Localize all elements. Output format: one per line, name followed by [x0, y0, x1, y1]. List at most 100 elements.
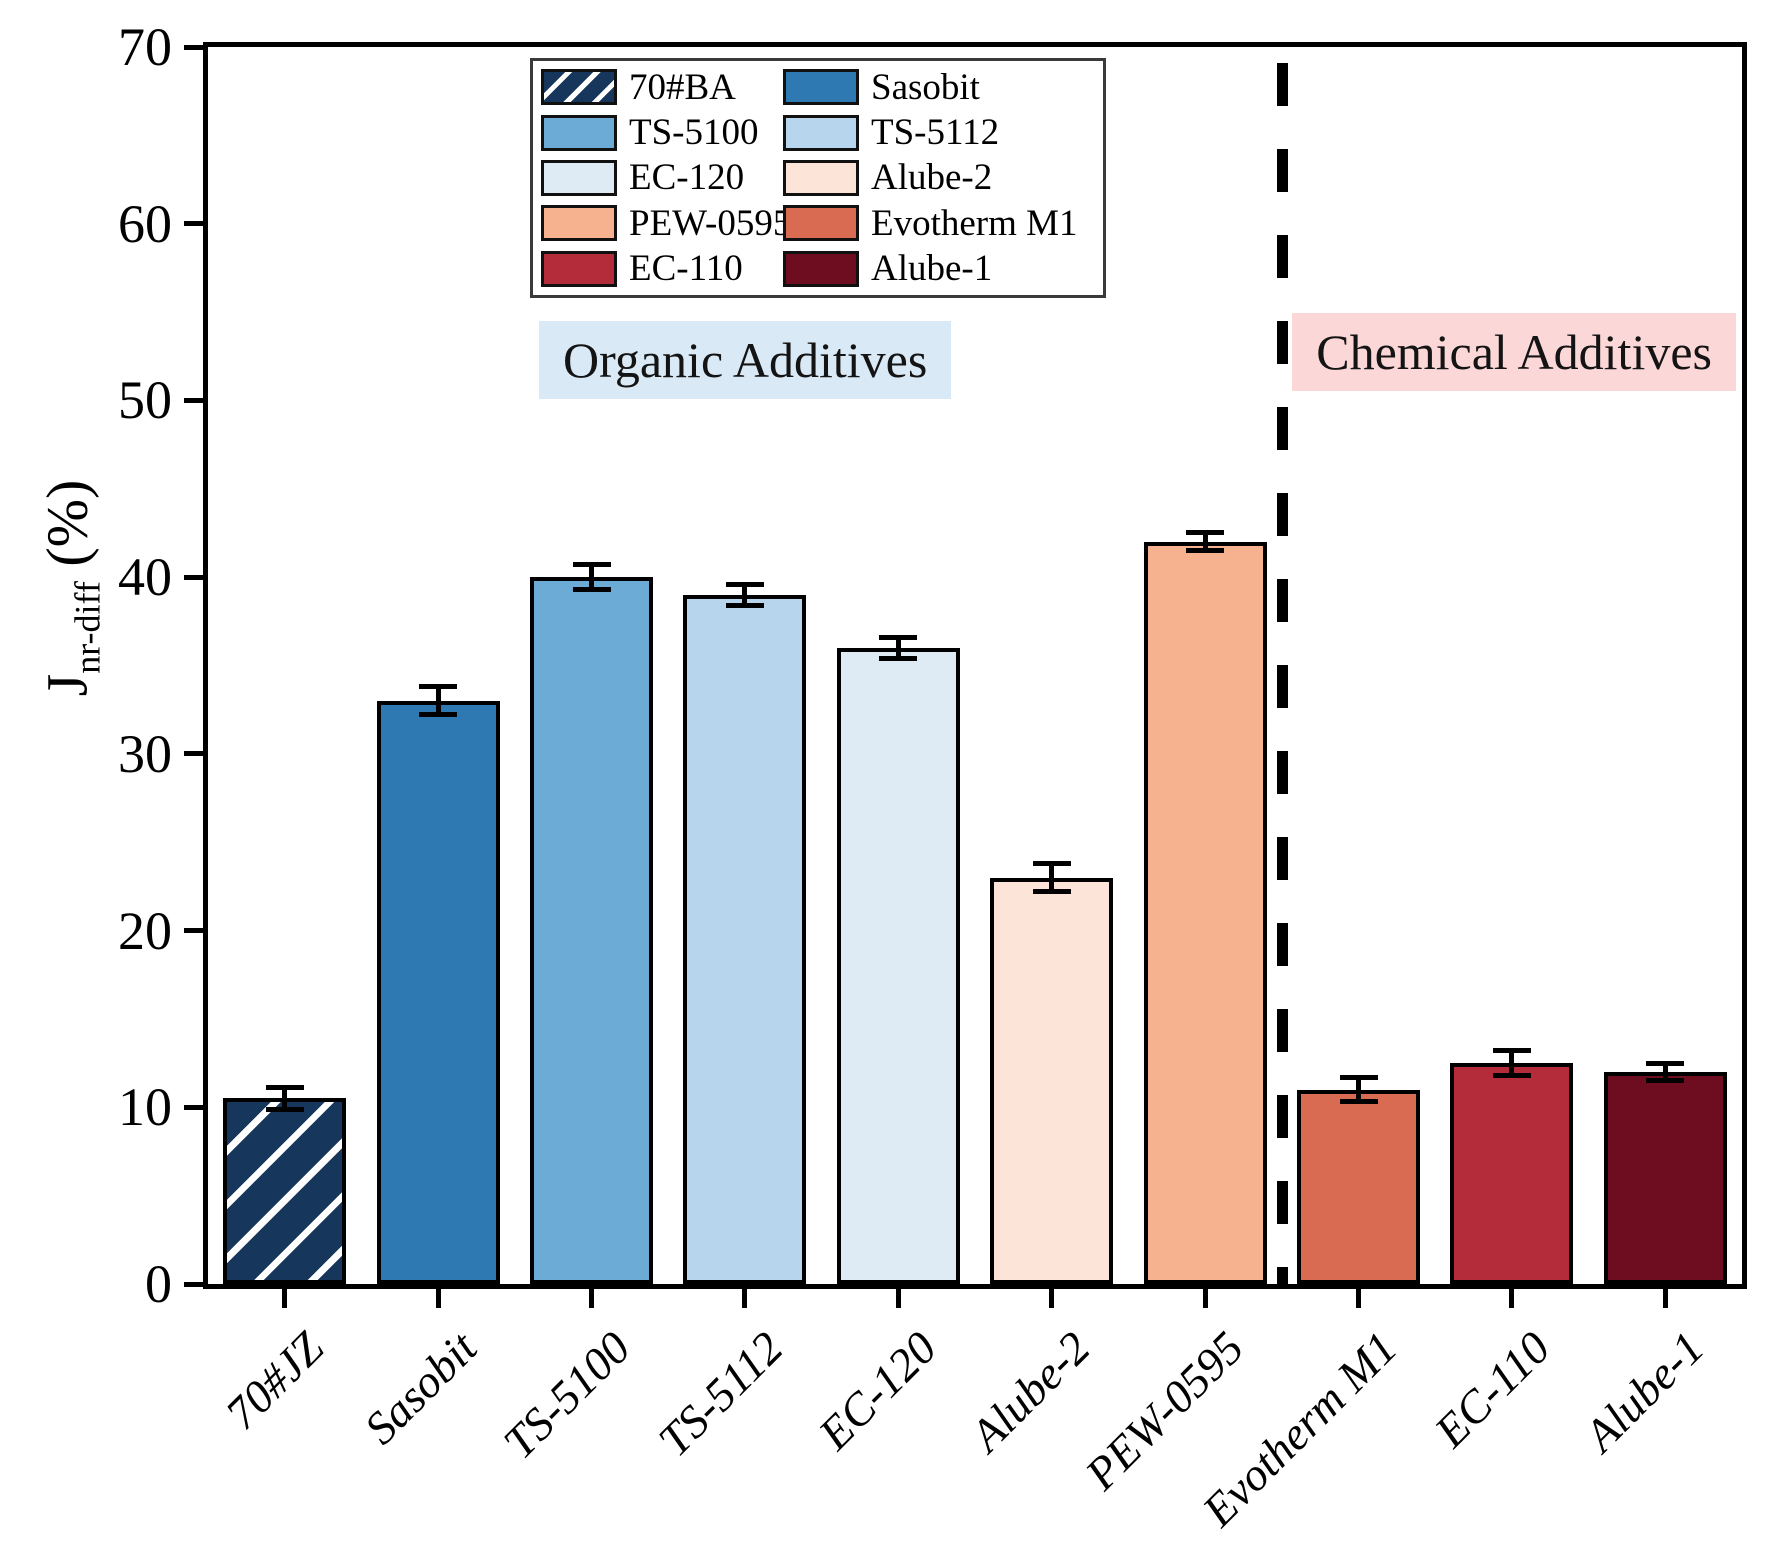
legend-entry: TS-5112 — [783, 112, 1103, 154]
y-tick — [184, 44, 208, 50]
error-bar-cap — [1646, 1060, 1685, 1066]
error-bar-line — [1202, 532, 1208, 551]
legend-swatch — [541, 250, 617, 287]
error-bar-line — [742, 584, 748, 606]
legend-swatch — [783, 69, 859, 106]
error-bar-cap — [879, 634, 918, 640]
error-bar-cap — [725, 581, 764, 587]
legend-entry: EC-110 — [541, 248, 783, 290]
error-bar-line — [282, 1087, 288, 1110]
error-bar-cap — [419, 684, 458, 690]
category-separator-dashed-line — [1277, 63, 1288, 1284]
error-bar-cap — [1032, 860, 1071, 866]
legend-label: Alube-2 — [871, 157, 993, 199]
bar-ec-120 — [836, 647, 960, 1284]
x-tick-label-70-jz: 70#JZ — [215, 1321, 333, 1440]
error-bar-cap — [879, 655, 918, 661]
x-tick-label-alube-2: Alube-2 — [960, 1321, 1100, 1461]
y-tick-label: 0 — [145, 1254, 172, 1314]
error-bar-cap — [1339, 1099, 1378, 1105]
legend-entry: TS-5100 — [541, 112, 783, 154]
error-bar-line — [589, 564, 594, 590]
y-tick-label: 20 — [118, 900, 172, 961]
bar-evotherm-m1 — [1297, 1089, 1420, 1284]
y-tick-label: 50 — [118, 370, 172, 431]
x-tick — [435, 1284, 441, 1308]
error-bar-line — [1356, 1077, 1361, 1102]
legend-swatch — [541, 114, 617, 151]
legend-label: TS-5112 — [871, 112, 1000, 154]
bar-alube-1 — [1603, 1071, 1727, 1284]
y-tick-label: 30 — [118, 723, 172, 784]
error-bar-line — [895, 637, 901, 659]
chemical-additives-label: Chemical Additives — [1292, 313, 1736, 391]
y-tick — [184, 397, 208, 403]
bar-pew-0595 — [1143, 541, 1267, 1284]
organic-additives-label: Organic Additives — [539, 321, 952, 399]
bar-alube-2 — [990, 877, 1114, 1284]
x-tick-label-ts-5112: TS-5112 — [648, 1321, 793, 1466]
legend-label: PEW-0595 — [629, 202, 792, 244]
x-tick — [1356, 1284, 1361, 1308]
x-tick — [1202, 1284, 1208, 1308]
legend-entry: Alube-1 — [783, 248, 1103, 290]
x-tick-label-ts-5100: TS-5100 — [493, 1321, 640, 1469]
error-bar-cap — [572, 587, 611, 592]
legend-swatch — [783, 159, 859, 196]
y-tick-label: 10 — [118, 1077, 172, 1138]
error-bar-line — [1662, 1063, 1668, 1081]
error-bar-cap — [419, 712, 458, 718]
x-tick — [282, 1284, 288, 1308]
x-tick-label-sasobit: Sasobit — [354, 1321, 487, 1454]
y-tick — [184, 751, 208, 757]
error-bar-cap — [572, 562, 611, 568]
y-axis-title-base: J — [34, 673, 100, 697]
bar-ts-5100 — [530, 577, 653, 1284]
plot-area: Organic Additives Chemical Additives — [203, 42, 1747, 1289]
legend-swatch — [783, 114, 859, 151]
legend-swatch — [541, 69, 617, 106]
error-bar-line — [435, 686, 441, 715]
legend-swatch — [783, 250, 859, 287]
y-tick — [184, 1281, 208, 1287]
legend-label: 70#BA — [629, 66, 736, 108]
y-tick — [184, 221, 208, 227]
error-bar-cap — [1186, 530, 1225, 536]
error-bar-cap — [265, 1106, 304, 1112]
legend-swatch — [541, 205, 617, 242]
error-bar-cap — [1186, 548, 1225, 554]
bar-ts-5112 — [683, 594, 807, 1284]
y-tick-label: 40 — [118, 547, 172, 608]
error-bar-line — [1509, 1050, 1515, 1076]
legend-label: EC-110 — [629, 248, 743, 290]
legend-label: EC-120 — [629, 157, 745, 199]
x-tick-label-ec-120: EC-120 — [808, 1321, 947, 1460]
y-tick-label: 60 — [118, 193, 172, 254]
error-bar-cap — [1032, 889, 1071, 895]
legend-entry: 70#BA — [541, 66, 783, 108]
y-tick — [184, 574, 208, 580]
error-bar-cap — [1339, 1074, 1378, 1080]
y-tick — [184, 1104, 208, 1110]
y-tick — [184, 928, 208, 934]
x-tick-label-alube-1: Alube-1 — [1574, 1321, 1714, 1461]
legend-entry: PEW-0595 — [541, 202, 791, 244]
legend-entry: Evotherm M1 — [783, 202, 1103, 244]
legend-label: TS-5100 — [629, 112, 759, 154]
x-tick — [1509, 1284, 1515, 1308]
error-bar-cap — [1492, 1048, 1531, 1054]
legend-entry: Sasobit — [783, 66, 1103, 108]
error-bar-line — [1049, 863, 1055, 892]
x-tick — [1049, 1284, 1055, 1308]
bar-ec-110 — [1450, 1063, 1574, 1284]
error-bar-cap — [1646, 1078, 1685, 1084]
legend-entry: Alube-2 — [783, 157, 1103, 199]
bar-sasobit — [376, 700, 500, 1284]
x-tick-label-ec-110: EC-110 — [1425, 1321, 1560, 1457]
x-tick — [1662, 1284, 1668, 1308]
error-bar-cap — [725, 602, 764, 608]
legend-label: Sasobit — [871, 66, 980, 108]
legend-entry: EC-120 — [541, 157, 783, 199]
legend-swatch — [783, 205, 859, 242]
